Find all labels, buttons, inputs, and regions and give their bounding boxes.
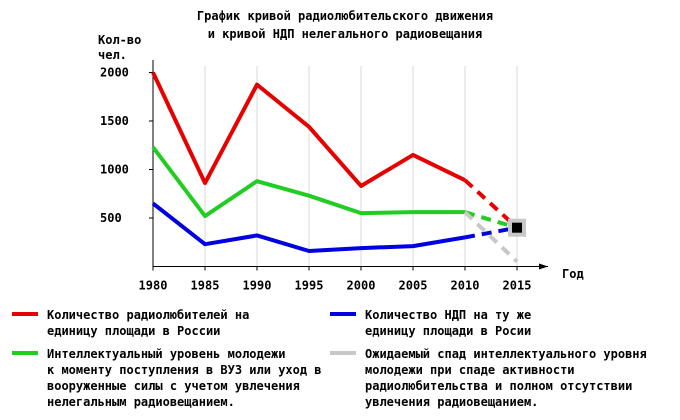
- chart: График кривой радиолюбительского движени…: [98, 9, 584, 293]
- legend-swatch: [12, 312, 38, 316]
- legend-swatch: [330, 351, 356, 355]
- y-tick-label: 500: [100, 211, 122, 225]
- chart-title: График кривой радиолюбительского движени…: [197, 9, 493, 23]
- y-tick-label: 1500: [100, 114, 129, 128]
- y-axis-label: Кол-во чел.: [98, 33, 141, 62]
- legend-label: Количество радиолюбителей на единицу пло…: [47, 308, 250, 338]
- y-tick-label: 1000: [100, 163, 129, 177]
- x-tick-label: 1990: [243, 279, 272, 293]
- series-line-dashed: [464, 210, 518, 230]
- legend-label: Ожидаемый спад интеллектуального уровня …: [365, 347, 647, 409]
- x-axis-arrow: [539, 263, 548, 270]
- series-line: [151, 201, 466, 253]
- x-tick-label: 1995: [295, 279, 324, 293]
- marker: [512, 222, 522, 233]
- legend-swatch: [12, 351, 38, 355]
- series-line-dashed: [464, 225, 518, 240]
- x-tick-label: 2015: [503, 279, 532, 293]
- x-tick-label: 2000: [347, 279, 376, 293]
- legend-swatch: [330, 312, 356, 316]
- x-tick-label: 1980: [139, 279, 168, 293]
- series-line: [151, 145, 465, 219]
- legend-label: Количество НДП на ту же единицу площади …: [365, 308, 532, 338]
- x-tick-label: 2005: [399, 279, 428, 293]
- chart-subtitle: и кривой НДП нелегального радиовещания: [208, 27, 483, 41]
- x-axis-label: Год: [562, 267, 584, 281]
- x-tick-label: 2010: [451, 279, 480, 293]
- y-tick-label: 2000: [100, 66, 129, 80]
- series-line-dashed: [463, 210, 519, 264]
- legend-label: Интеллектуальный уровень молодежи к моме…: [47, 347, 322, 409]
- series-line: [151, 71, 466, 188]
- x-tick-label: 1985: [191, 279, 220, 293]
